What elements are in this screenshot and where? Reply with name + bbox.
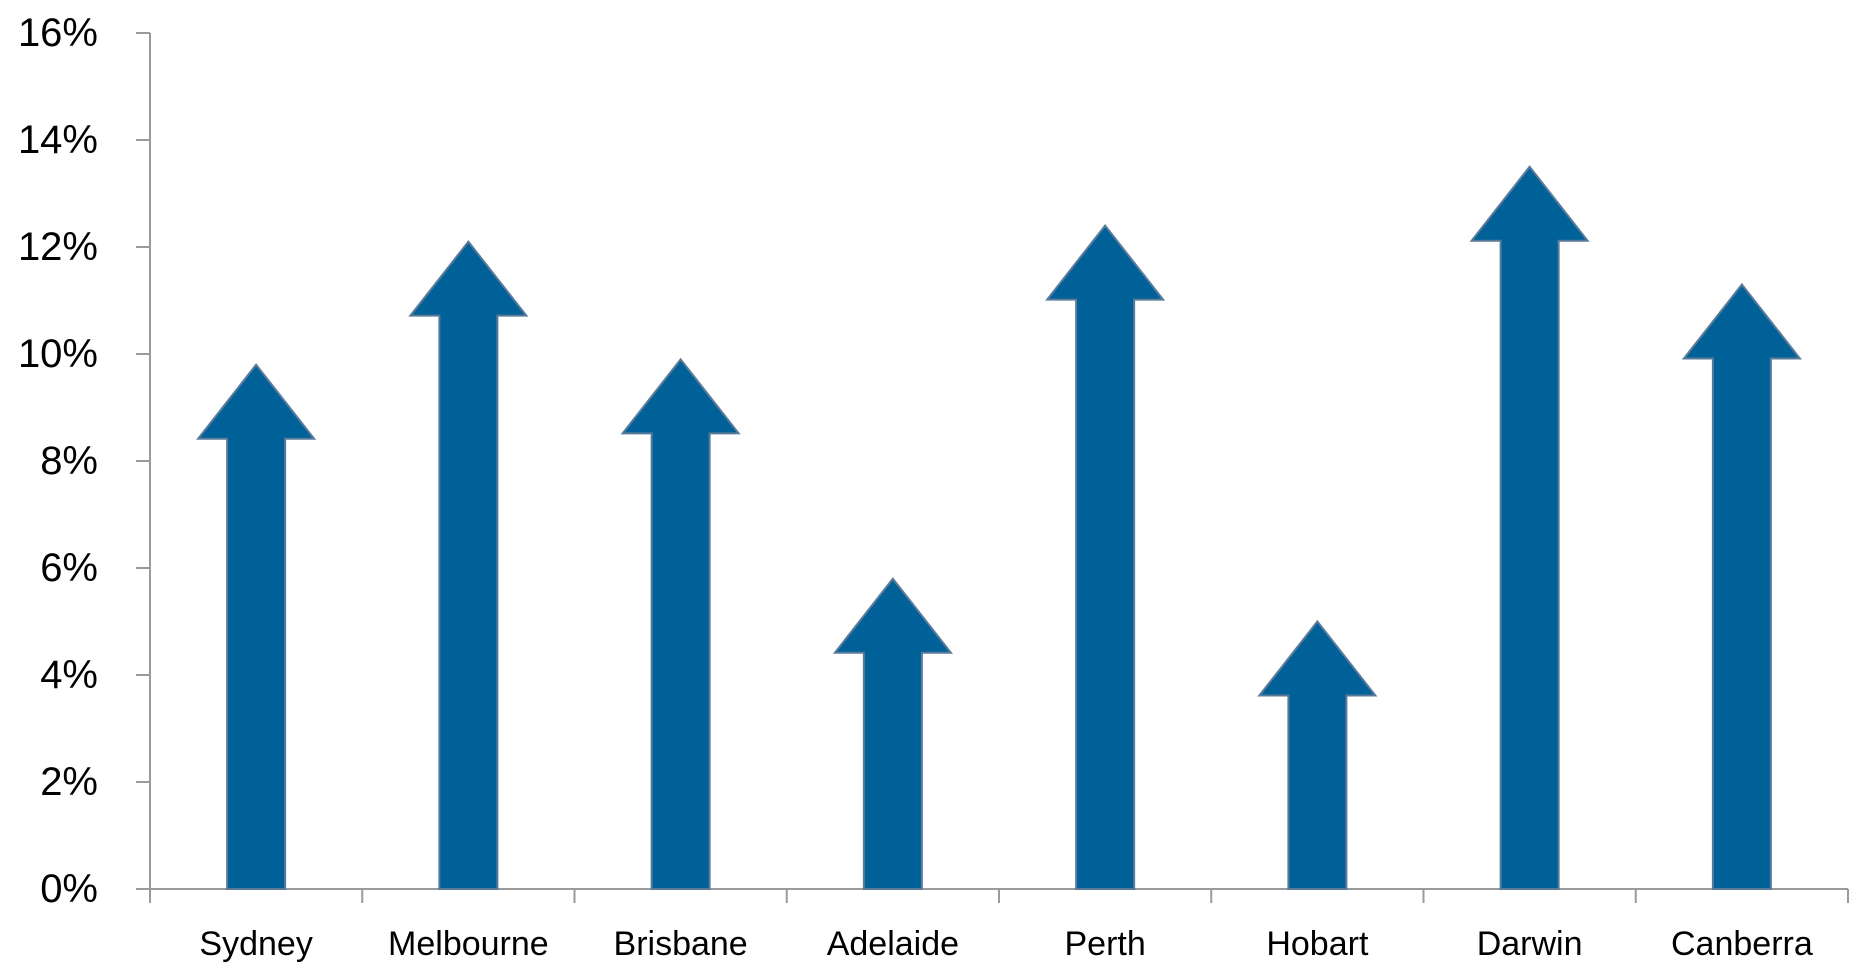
x-tick-label: Perth [1064, 925, 1145, 963]
arrow-bar-perth [1045, 223, 1166, 890]
arrow-bar-melbourne [408, 240, 529, 890]
x-tick-label: Canberra [1671, 925, 1813, 963]
x-tick-label: Sydney [199, 925, 312, 963]
y-tick-label: 6% [40, 546, 98, 590]
y-tick-label: 8% [40, 439, 98, 483]
arrow-bar-sydney [196, 363, 317, 890]
arrow-bar-canberra [1681, 282, 1802, 890]
axes [136, 32, 1849, 903]
y-tick-label: 0% [40, 867, 98, 911]
y-tick-label: 12% [18, 225, 98, 269]
y-tick-label: 16% [18, 11, 98, 55]
x-tick-label: Hobart [1266, 925, 1369, 963]
x-tick-label: Adelaide [827, 925, 959, 963]
arrow-bar-brisbane [620, 357, 741, 890]
x-tick-label: Brisbane [614, 925, 748, 963]
y-tick-label: 10% [18, 332, 98, 376]
tick-labels: 0% 2% 4% 6% 8% 10% 12% 14% 16% Sydney Melbourne Bri… [18, 11, 1813, 963]
y-tick-label: 4% [40, 653, 98, 697]
y-tick-label: 14% [18, 118, 98, 162]
arrow-bar-darwin [1469, 165, 1590, 890]
arrow-bar-hobart [1257, 619, 1378, 890]
arrow-bar-adelaide [832, 577, 953, 890]
bars [196, 165, 1802, 890]
x-tick-label: Darwin [1477, 925, 1583, 963]
y-tick-label: 2% [40, 760, 98, 804]
x-tick-label: Melbourne [388, 925, 549, 963]
